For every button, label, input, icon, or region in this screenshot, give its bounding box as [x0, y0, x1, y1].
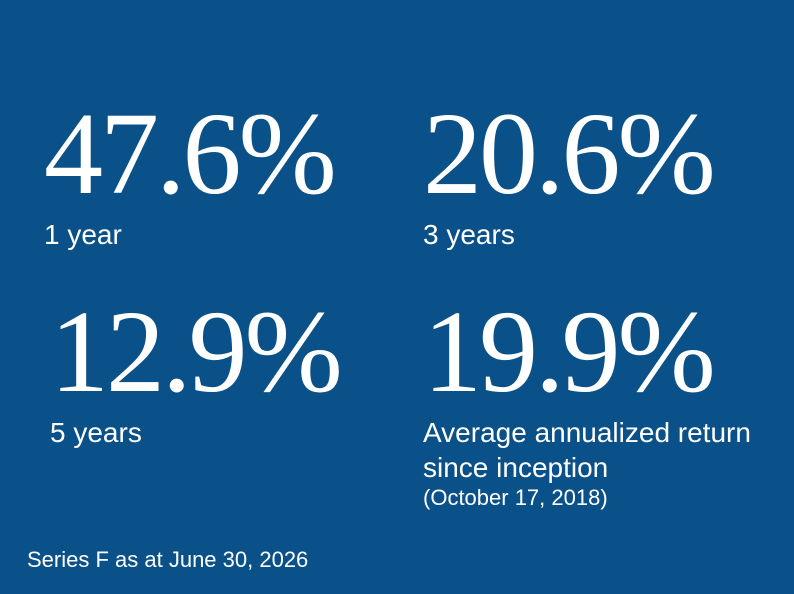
- stat-label: 1 year: [44, 219, 122, 250]
- footer: Series F as at June 30, 2026: [27, 547, 309, 572]
- stat-value: 12.9%: [50, 286, 343, 417]
- stat-label: Average annualized return since inceptio…: [423, 417, 751, 483]
- stat-value: 20.6%: [423, 88, 716, 219]
- stat: 12.9% 5 years: [50, 286, 343, 450]
- stat: 47.6% 1 year: [44, 88, 337, 252]
- stat: 20.6% 3 years: [423, 88, 716, 252]
- stat-value: 19.9%: [423, 286, 716, 417]
- stat-label: 5 years: [50, 417, 142, 448]
- stat-note: (October 17, 2018): [423, 485, 608, 510]
- stat-value: 47.6%: [44, 88, 337, 219]
- stat-label: 3 years: [423, 219, 515, 250]
- stat: 19.9% Average annualized return since in…: [423, 293, 753, 511]
